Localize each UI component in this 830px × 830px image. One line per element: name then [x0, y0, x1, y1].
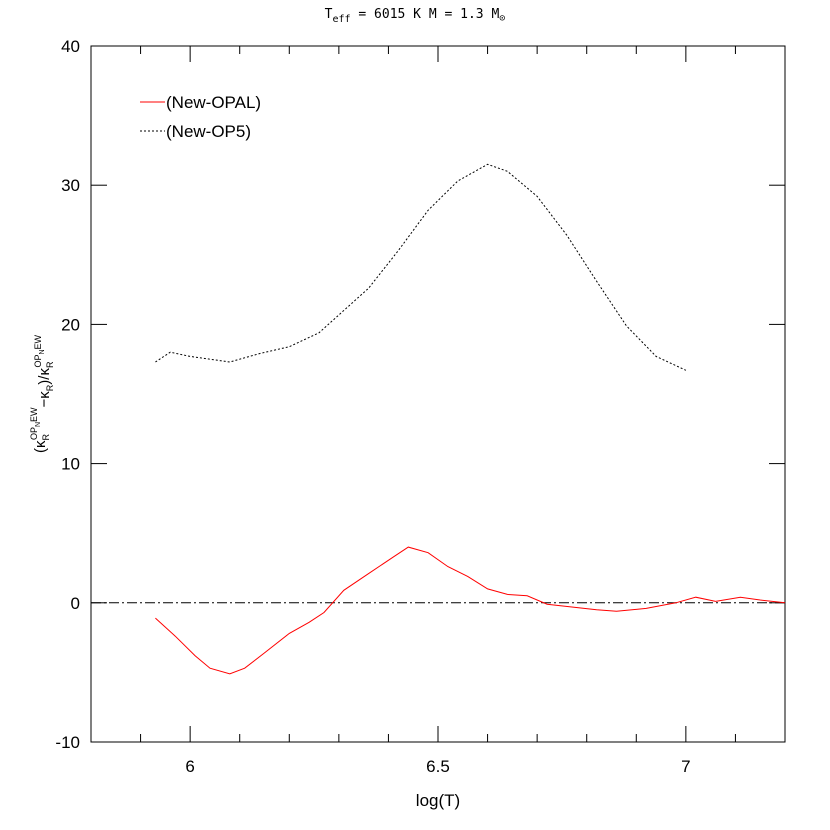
y-label-part: )/κ	[36, 368, 53, 385]
y-axis-label: (κROPNEW−κR)/κROPNEW	[29, 334, 55, 453]
x-tick-label: 7	[681, 757, 690, 776]
y-label-part: (κ	[32, 440, 49, 453]
y-label-part: −κ	[36, 391, 53, 408]
y-label-part: EW	[33, 334, 43, 349]
y-tick-label: 10	[61, 455, 80, 474]
title-part: T	[325, 7, 333, 22]
y-label-part: N	[39, 349, 46, 354]
y-label-part: R	[45, 384, 55, 391]
y-tick-label: -10	[55, 733, 80, 752]
y-tick-label: 0	[71, 594, 80, 613]
x-tick-label: 6	[185, 757, 194, 776]
chart-title: Teff = 6015 K M = 1.3 M⊙	[325, 7, 506, 25]
y-label-part: R	[45, 361, 55, 368]
y-label-part: N	[35, 422, 42, 427]
y-tick-label: 20	[61, 315, 80, 334]
y-label-part: OP	[29, 427, 39, 440]
legend-label: (New-OPAL)	[166, 93, 261, 112]
x-tick-label: 6.5	[426, 757, 450, 776]
plot-frame	[90, 45, 786, 743]
y-label-part: EW	[29, 407, 39, 422]
y-label-part: OP	[33, 355, 43, 368]
title-part: = 6015 K M = 1.3 M	[351, 7, 500, 22]
line-series	[155, 163, 687, 371]
legend-label: (New-OP5)	[166, 122, 251, 141]
title-part: ⊙	[499, 13, 505, 24]
title-part: eff	[333, 14, 351, 25]
y-tick-label: 40	[61, 37, 80, 56]
x-axis-label: log(T)	[416, 791, 460, 810]
line-series	[155, 546, 786, 675]
y-tick-label: 30	[61, 176, 80, 195]
y-label-part: R	[41, 434, 51, 441]
